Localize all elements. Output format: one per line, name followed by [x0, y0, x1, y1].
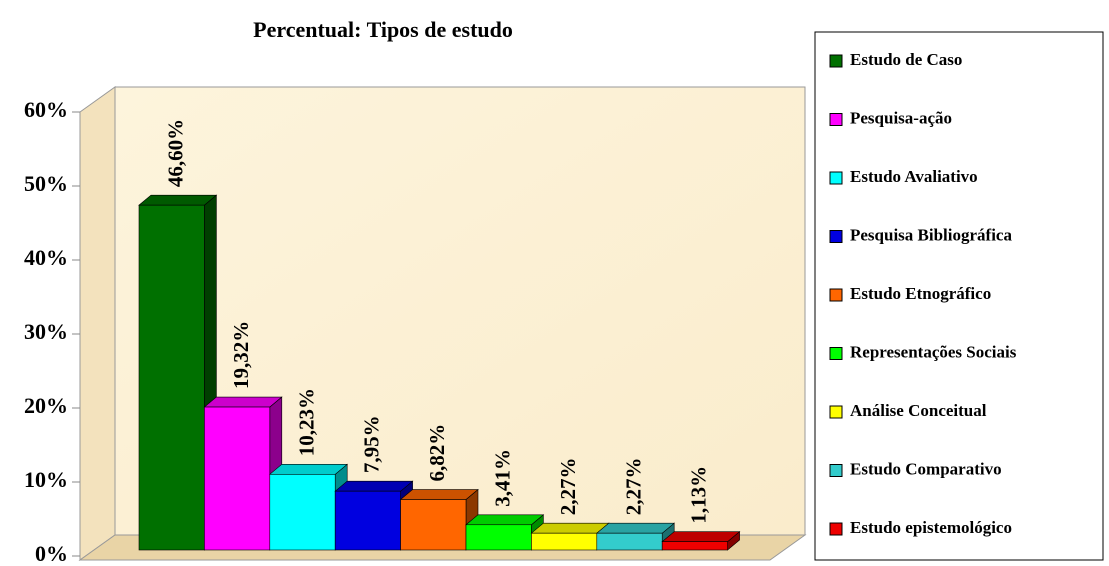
bar	[661, 541, 728, 551]
y-tick-label: 60%	[24, 97, 68, 122]
legend-label: Pesquisa Bibliográfica	[850, 225, 1012, 244]
bar-top	[203, 396, 283, 408]
data-label: 3,41%	[491, 449, 515, 507]
chart-title: Percentual: Tipos de estudo	[253, 17, 513, 42]
bar	[204, 406, 271, 551]
data-label: 6,82%	[425, 424, 449, 482]
legend-label: Estudo Comparativo	[850, 459, 1002, 478]
y-tick-label: 20%	[24, 393, 68, 418]
legend-label: Estudo Etnográfico	[850, 284, 991, 303]
data-label: 2,27%	[556, 457, 580, 515]
data-label: 10,23%	[294, 388, 318, 456]
legend-swatch	[829, 54, 843, 68]
legend-label: Estudo Avaliativo	[850, 167, 978, 186]
bar	[531, 532, 598, 551]
legend-label: Estudo epistemológico	[850, 518, 1012, 537]
bar	[138, 204, 205, 551]
bar-top	[138, 194, 218, 206]
legend-swatch	[829, 522, 843, 536]
legend-label: Pesquisa-ação	[850, 108, 952, 127]
bar-top	[465, 514, 545, 526]
bar	[596, 532, 663, 551]
data-label: 2,27%	[621, 457, 645, 515]
bar-top	[595, 522, 676, 534]
data-label: 7,95%	[360, 415, 384, 473]
bar-top	[399, 489, 479, 500]
side-wall	[79, 86, 116, 561]
legend-swatch	[829, 347, 843, 360]
data-label: 46,60%	[164, 119, 188, 187]
legend-swatch	[829, 405, 843, 419]
y-tick-label: 0%	[35, 541, 68, 566]
legend-swatch	[829, 464, 843, 477]
y-tick-label: 50%	[24, 171, 68, 196]
legend-label: Estudo de Caso	[850, 50, 962, 69]
legend-swatch	[829, 288, 843, 302]
legend-swatch	[829, 171, 843, 185]
legend-swatch	[829, 230, 843, 243]
bar	[400, 499, 467, 551]
legend	[814, 31, 1104, 561]
bar-top	[530, 522, 610, 534]
legend-label: Representações Sociais	[850, 342, 1017, 361]
bar-top	[268, 463, 349, 475]
bar-top	[661, 531, 741, 542]
y-tick-label: 30%	[24, 319, 68, 344]
bar	[465, 524, 532, 551]
data-label: 19,32%	[229, 321, 253, 389]
y-tick-label: 10%	[24, 467, 68, 492]
bar	[334, 490, 401, 551]
bar-top	[334, 480, 414, 492]
legend-swatch	[829, 113, 843, 126]
bar	[269, 473, 336, 551]
y-tick-label: 40%	[24, 245, 68, 270]
data-label: 1,13%	[687, 466, 711, 524]
legend-label: Análise Conceitual	[850, 401, 987, 420]
